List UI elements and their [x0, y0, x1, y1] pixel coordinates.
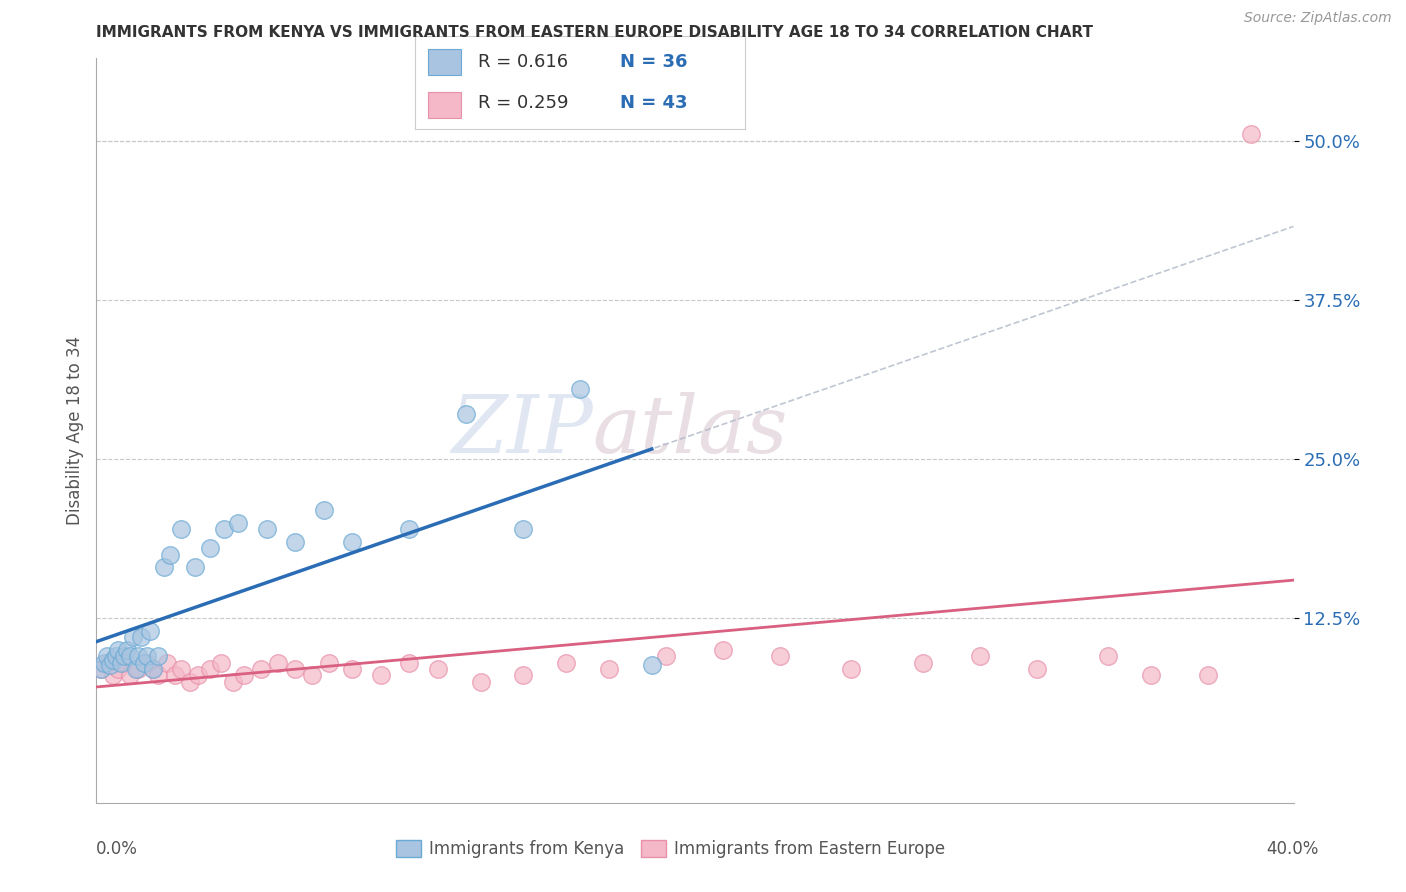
- Point: [969, 649, 991, 664]
- Point: [118, 668, 141, 682]
- Point: [187, 668, 209, 682]
- Point: [221, 674, 243, 689]
- Bar: [427, 49, 461, 75]
- Point: [267, 656, 290, 670]
- Point: [342, 662, 364, 676]
- Point: [256, 522, 278, 536]
- Point: [250, 662, 273, 676]
- Point: [159, 548, 181, 562]
- Point: [370, 668, 392, 682]
- Point: [1097, 649, 1119, 664]
- Text: R = 0.616: R = 0.616: [478, 53, 568, 70]
- Point: [398, 522, 420, 536]
- Text: IMMIGRANTS FROM KENYA VS IMMIGRANTS FROM EASTERN EUROPE DISABILITY AGE 18 TO 34 : IMMIGRANTS FROM KENYA VS IMMIGRANTS FROM…: [96, 25, 1092, 40]
- Point: [118, 649, 141, 664]
- Point: [641, 658, 664, 673]
- Point: [148, 649, 170, 664]
- Point: [841, 662, 863, 676]
- Point: [470, 674, 492, 689]
- Text: N = 43: N = 43: [620, 95, 688, 112]
- Point: [342, 534, 364, 549]
- Point: [127, 649, 149, 664]
- Point: [101, 668, 124, 682]
- Point: [312, 503, 335, 517]
- Point: [209, 656, 232, 670]
- Text: N = 36: N = 36: [620, 53, 688, 70]
- Text: 40.0%: 40.0%: [1267, 840, 1319, 858]
- Point: [512, 522, 534, 536]
- Text: R = 0.259: R = 0.259: [478, 95, 568, 112]
- Point: [148, 668, 170, 682]
- Point: [170, 662, 193, 676]
- Point: [110, 656, 132, 670]
- Point: [139, 624, 162, 638]
- Bar: [427, 92, 461, 118]
- Text: Source: ZipAtlas.com: Source: ZipAtlas.com: [1244, 11, 1392, 25]
- Point: [136, 649, 159, 664]
- Point: [93, 656, 115, 670]
- Point: [301, 668, 323, 682]
- Point: [1240, 128, 1263, 142]
- Point: [1025, 662, 1047, 676]
- Point: [156, 656, 179, 670]
- Point: [198, 541, 221, 556]
- Point: [170, 522, 193, 536]
- Point: [127, 662, 149, 676]
- Point: [569, 382, 592, 396]
- Point: [165, 668, 187, 682]
- Point: [1140, 668, 1163, 682]
- Text: 0.0%: 0.0%: [96, 840, 138, 858]
- Point: [911, 656, 934, 670]
- Point: [284, 534, 307, 549]
- Point: [132, 656, 155, 670]
- Legend: Immigrants from Kenya, Immigrants from Eastern Europe: Immigrants from Kenya, Immigrants from E…: [395, 839, 945, 858]
- Point: [101, 653, 124, 667]
- Point: [184, 560, 207, 574]
- Point: [98, 658, 121, 673]
- Point: [1197, 668, 1219, 682]
- Point: [198, 662, 221, 676]
- Point: [769, 649, 792, 664]
- Point: [179, 674, 201, 689]
- Point: [96, 649, 118, 664]
- Point: [96, 656, 118, 670]
- Point: [232, 668, 254, 682]
- Text: atlas: atlas: [593, 392, 789, 469]
- Point: [456, 408, 478, 422]
- Point: [398, 656, 420, 670]
- Point: [655, 649, 678, 664]
- Point: [226, 516, 249, 530]
- Point: [598, 662, 620, 676]
- Point: [136, 656, 159, 670]
- Point: [121, 630, 143, 644]
- Point: [107, 643, 129, 657]
- Point: [90, 662, 112, 676]
- Point: [212, 522, 235, 536]
- Point: [512, 668, 534, 682]
- Y-axis label: Disability Age 18 to 34: Disability Age 18 to 34: [66, 335, 84, 525]
- Point: [124, 662, 146, 676]
- Point: [90, 662, 112, 676]
- Point: [107, 662, 129, 676]
- Point: [115, 643, 138, 657]
- Text: ZIP: ZIP: [451, 392, 593, 469]
- Point: [112, 656, 135, 670]
- Point: [112, 649, 135, 664]
- Point: [284, 662, 307, 676]
- Point: [153, 560, 176, 574]
- Point: [711, 643, 734, 657]
- Point: [129, 630, 152, 644]
- Point: [318, 656, 340, 670]
- Point: [142, 662, 165, 676]
- Point: [104, 649, 127, 664]
- Point: [142, 662, 165, 676]
- Point: [555, 656, 578, 670]
- Point: [426, 662, 449, 676]
